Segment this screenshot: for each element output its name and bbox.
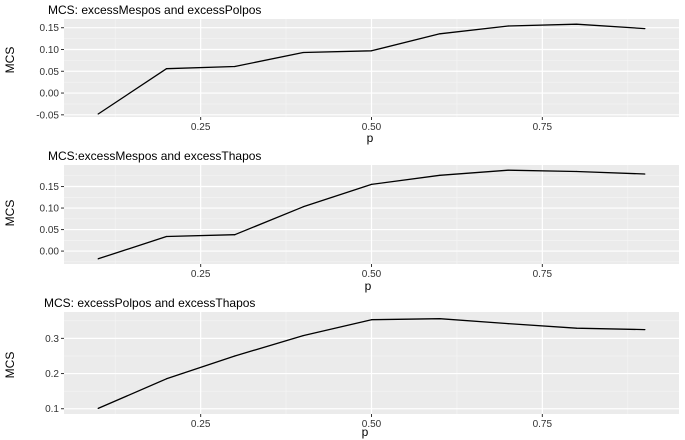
- chart-title: MCS: excessPolpos and excessThapos: [44, 296, 255, 310]
- x-tick-label: 0.50: [362, 269, 382, 280]
- x-tick-label: 0.75: [533, 122, 553, 133]
- chart-panel-3: 0.25 0.50 0.75 0.1 0.2 0.3 MCS: excessPolpos …: [3, 296, 679, 439]
- x-axis-title: p: [362, 425, 369, 439]
- data-point: [439, 174, 441, 176]
- x-tick-label: 0.25: [191, 122, 211, 133]
- data-point: [507, 169, 509, 171]
- chart-panel-2: 0.25 0.50 0.75 0.00 0.05 0.10 0.15 MCS:excessM…: [3, 149, 679, 293]
- data-point: [644, 27, 646, 30]
- data-point: [302, 206, 304, 208]
- data-point: [370, 50, 373, 52]
- data-point: [575, 170, 578, 173]
- y-tick-label: 0.15: [40, 182, 60, 193]
- data-point: [165, 378, 168, 380]
- y-tick-label: 0.05: [40, 225, 60, 236]
- chart-title: MCS: excessMespos and excessPolpos: [48, 3, 261, 17]
- data-point: [507, 323, 509, 325]
- x-tick-label: 0.75: [533, 419, 553, 430]
- y-tick-label: 0.1: [45, 404, 59, 415]
- data-point: [370, 183, 373, 185]
- y-tick-label: 0.00: [40, 89, 60, 100]
- x-tick-label: 0.25: [191, 269, 211, 280]
- data-point: [644, 173, 646, 175]
- x-tick-label: 0.50: [362, 419, 382, 430]
- y-tick-label: 0.10: [40, 45, 60, 56]
- data-point: [97, 113, 99, 115]
- y-tick-label: 0.10: [40, 204, 60, 215]
- y-axis-title: MCS: [3, 47, 17, 74]
- data-point: [439, 318, 441, 320]
- x-tick-label: 0.50: [362, 122, 382, 133]
- data-point: [97, 407, 99, 409]
- data-point: [370, 319, 373, 321]
- y-tick-label: 0.3: [45, 334, 59, 345]
- data-point: [302, 51, 304, 54]
- data-point: [234, 65, 236, 68]
- x-axis-title: p: [367, 131, 374, 145]
- y-tick-label: 0.2: [45, 369, 59, 380]
- data-point: [575, 23, 578, 25]
- chart-panel-1: 0.25 0.50 0.75 -0.05 0.00 0.05 0.10 0.15 MCS: e…: [3, 3, 679, 145]
- data-point: [644, 328, 646, 331]
- data-point: [439, 33, 441, 35]
- x-axis-title: p: [365, 279, 372, 293]
- x-tick-label: 0.25: [191, 419, 211, 430]
- y-axis-title: MCS: [3, 200, 17, 227]
- data-point: [97, 258, 99, 260]
- y-axis-title: MCS: [3, 352, 17, 379]
- chart-title: MCS:excessMespos and excessThapos: [48, 149, 261, 163]
- data-point: [165, 235, 168, 238]
- data-point: [575, 327, 578, 329]
- data-point: [234, 234, 236, 236]
- data-point: [234, 355, 236, 357]
- data-point: [507, 25, 509, 27]
- y-tick-label: 0.05: [40, 67, 60, 78]
- y-tick-label: 0.00: [40, 247, 60, 258]
- y-tick-label: 0.15: [40, 23, 60, 34]
- data-point: [302, 334, 304, 337]
- x-tick-label: 0.75: [533, 269, 553, 280]
- data-point: [165, 68, 168, 70]
- y-tick-label: -0.05: [36, 110, 59, 121]
